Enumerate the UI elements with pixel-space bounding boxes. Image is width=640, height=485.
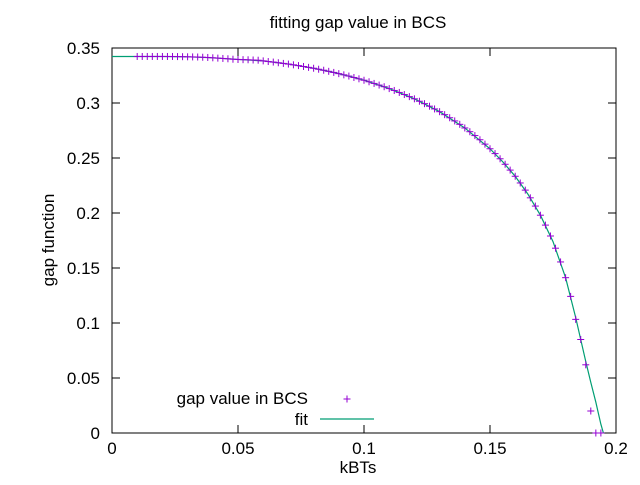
series-layer xyxy=(112,52,605,437)
y-tick-label: 0.1 xyxy=(76,314,100,333)
chart-title: fitting gap value in BCS xyxy=(270,13,447,32)
data-point xyxy=(385,85,393,93)
y-tick-label: 0 xyxy=(91,424,100,443)
y-tick-label: 0.25 xyxy=(67,149,100,168)
data-point xyxy=(405,93,413,101)
data-point xyxy=(431,105,439,113)
data-point xyxy=(446,114,454,122)
data-point xyxy=(274,59,282,67)
data-point xyxy=(320,66,328,74)
fit-line xyxy=(112,55,604,434)
data-point xyxy=(572,315,580,323)
data-point xyxy=(350,73,358,81)
x-axis-title: kBTs xyxy=(340,458,377,477)
data-point xyxy=(335,70,343,78)
data-point xyxy=(546,232,554,240)
data-point xyxy=(456,120,464,128)
y-tick-label: 0.3 xyxy=(76,94,100,113)
data-point xyxy=(315,65,323,73)
data-point xyxy=(521,186,529,194)
x-axis: 0 0.05 0.1 0.15 0.2 xyxy=(107,48,628,458)
legend-marker-gap-value xyxy=(343,395,351,403)
data-point xyxy=(415,97,423,105)
data-point xyxy=(375,81,383,89)
data-point xyxy=(380,83,388,91)
data-point xyxy=(526,194,534,202)
data-point xyxy=(577,336,585,343)
y-axis: 0 0.05 0.1 0.15 0.2 0.25 0.3 0.35 xyxy=(67,39,616,443)
data-point xyxy=(305,63,313,71)
x-tick-label: 0.2 xyxy=(604,439,628,458)
data-point xyxy=(501,160,509,168)
data-point xyxy=(436,108,444,116)
data-point xyxy=(516,179,524,187)
data-point xyxy=(269,58,277,66)
data-point xyxy=(506,166,514,174)
data-point xyxy=(330,68,338,76)
data-point xyxy=(451,117,459,125)
legend-label-fit: fit xyxy=(295,410,309,429)
data-point xyxy=(567,292,575,300)
y-tick-label: 0.2 xyxy=(76,204,100,223)
data-point xyxy=(310,64,318,72)
data-point xyxy=(279,59,287,67)
data-point xyxy=(562,274,570,282)
data-point xyxy=(340,71,348,79)
data-point xyxy=(582,361,590,369)
data-point xyxy=(420,100,428,108)
data-point xyxy=(511,172,519,180)
data-point xyxy=(390,86,398,94)
data-point xyxy=(370,79,378,87)
data-point xyxy=(410,95,418,103)
data-point xyxy=(496,155,504,163)
data-point xyxy=(476,136,484,144)
data-point xyxy=(294,62,302,70)
data-point xyxy=(466,128,474,136)
x-tick-label: 0.05 xyxy=(221,439,254,458)
y-tick-label: 0.05 xyxy=(67,369,100,388)
data-point xyxy=(355,75,363,83)
plot-frame xyxy=(111,47,617,434)
data-point xyxy=(345,72,353,80)
data-point xyxy=(289,61,297,69)
x-tick-label: 0 xyxy=(107,439,116,458)
data-point xyxy=(300,62,308,70)
data-point xyxy=(254,56,262,64)
data-point xyxy=(395,88,403,96)
data-point xyxy=(557,258,565,266)
legend: gap value in BCS fit xyxy=(177,389,374,429)
data-point xyxy=(531,202,539,210)
data-point xyxy=(400,91,408,99)
x-tick-label: 0.1 xyxy=(352,439,376,458)
data-point xyxy=(481,140,489,148)
data-point xyxy=(471,132,479,140)
data-point xyxy=(536,211,544,219)
y-tick-label: 0.35 xyxy=(67,39,100,58)
data-point xyxy=(360,76,368,84)
data-point xyxy=(426,102,434,110)
data-point xyxy=(259,57,267,65)
data-point xyxy=(597,429,605,437)
data-point xyxy=(491,150,499,158)
data-point xyxy=(541,221,549,229)
data-point xyxy=(552,244,560,252)
data-point xyxy=(365,78,373,86)
data-point xyxy=(441,111,449,119)
y-axis-title: gap function xyxy=(39,194,58,287)
y-tick-label: 0.15 xyxy=(67,259,100,278)
data-point xyxy=(284,60,292,68)
data-point xyxy=(264,58,272,66)
data-point xyxy=(486,145,494,153)
data-point xyxy=(325,67,333,75)
data-point xyxy=(461,124,469,132)
data-point xyxy=(587,407,595,415)
x-tick-label: 0.15 xyxy=(473,439,506,458)
legend-label-gap-value: gap value in BCS xyxy=(177,389,308,408)
